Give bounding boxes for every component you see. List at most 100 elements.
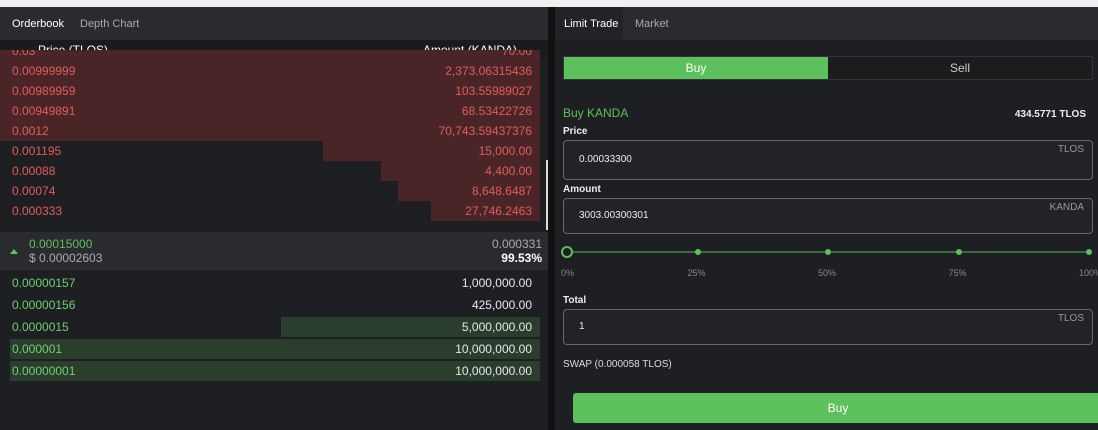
percent: 99.53% (501, 251, 542, 265)
price: 0.00000156 (12, 298, 76, 312)
unit: TLOS (1057, 144, 1084, 155)
label: Amount (563, 184, 601, 195)
slider-label: 100% (1079, 268, 1098, 278)
bid-row: 0.0000015 5,000,000.00 (0, 317, 540, 337)
depth-bar (0, 50, 540, 61)
slider-stop (825, 249, 831, 255)
tab[interactable]: Orderbook (12, 18, 64, 30)
ask-row: 0.00949891 68.53422726 (0, 101, 540, 121)
browser-strip (0, 0, 1098, 7)
right-tabs (555, 7, 1098, 40)
price: 0.00074 (12, 184, 56, 198)
amount: 70,743.59437376 (438, 124, 532, 138)
ask-row: 0.00999999 2,373.06315436 (0, 61, 540, 81)
depth-bar (10, 339, 540, 359)
last-price: 0.00015000 (29, 237, 93, 251)
amount: 4,400.00 (485, 164, 532, 178)
price: 0.00999999 (12, 64, 76, 78)
asks: 0.03 70.00 0.00999999 2,373.06315436 0.00989… (0, 50, 548, 231)
price: 0.001195 (12, 144, 62, 158)
ask-row: 0.00088 4,400.00 (0, 161, 540, 181)
usd-price: $ 0.00002603 (29, 251, 103, 265)
amount: 10,000,000.00 (455, 364, 532, 378)
depth-bar (381, 161, 540, 181)
tab[interactable]: Market (635, 18, 669, 30)
price: 0.0000015 (12, 320, 69, 334)
bid-row: 0.00000001 10,000,000.00 (0, 361, 540, 381)
depth-bar (398, 181, 540, 201)
submit-button[interactable]: Buy (573, 393, 1098, 423)
tab[interactable]: Limit Trade (564, 18, 619, 30)
amount: 27,746.2463 (465, 204, 532, 218)
amount: 68.53422726 (461, 104, 532, 118)
scrollbar (546, 160, 549, 230)
balance: 434.5771 TLOS (1014, 109, 1086, 120)
price: 0.00949891 (12, 104, 76, 118)
amount: 425,000.00 (471, 298, 532, 312)
ask-row: 0.0012 70,743.59437376 (0, 121, 540, 141)
amount: 8,648.6487 (471, 184, 532, 198)
slider-stop (1086, 249, 1092, 255)
ask-row: 0.00074 8,648.6487 (0, 181, 540, 201)
ref-price: 0.000331 (491, 237, 542, 251)
price: 0.03 (12, 50, 36, 58)
price: 0.000001 (12, 342, 63, 356)
price: 0.00000001 (12, 364, 76, 378)
ask-row: 0.00989959 103.55989027 (0, 81, 540, 101)
label: Price (563, 126, 588, 137)
price: 0.000333 (12, 204, 63, 218)
price: 0.00088 (12, 164, 56, 178)
unit: TLOS (1057, 313, 1084, 324)
sell-tab[interactable]: Sell (949, 61, 970, 75)
left-tabs (0, 7, 548, 40)
mid-price (0, 232, 548, 270)
amount: 103.55989027 (455, 84, 532, 98)
unit: KANDA (1049, 202, 1084, 213)
depth-bar (281, 317, 540, 337)
amount: 70.00 (501, 50, 532, 58)
buy-tab[interactable]: Buy (564, 57, 828, 79)
value: 0.00033300 (579, 154, 632, 165)
slider-label: 50% (818, 268, 837, 278)
active-tab (555, 7, 623, 40)
depth-bar (0, 61, 540, 81)
depth-bar (323, 141, 540, 161)
total-input[interactable]: 1 TLOS (563, 309, 1093, 345)
slider-stop (561, 246, 573, 258)
slider-label: 75% (948, 268, 967, 278)
depth-bar (431, 201, 540, 221)
price: 0.0012 (12, 124, 49, 138)
amount: 5,000,000.00 (461, 320, 532, 334)
heading: Buy KANDA (563, 106, 629, 120)
divider (548, 7, 555, 430)
slider-stop (694, 249, 701, 255)
price: 0.00989959 (12, 84, 76, 98)
amount: 15,000.00 (478, 144, 532, 158)
amount: 10,000,000.00 (455, 342, 532, 356)
slider-label: 0% (561, 268, 575, 278)
amount: 1,000,000.00 (461, 276, 532, 290)
label: Total (563, 295, 587, 306)
depth-bar (0, 101, 540, 121)
up-arrow (10, 245, 18, 254)
bid-row: 0.000001 10,000,000.00 (0, 339, 540, 359)
bid-row: 0.00000157 1,000,000.00 (0, 273, 540, 293)
ask-row: 0.03 70.00 (0, 50, 540, 61)
bid-row: 0.00000156 425,000.00 (0, 295, 540, 315)
ask-row: 0.000333 27,746.2463 (0, 201, 540, 221)
slider-label: 25% (687, 268, 706, 278)
slider-stop (955, 249, 962, 255)
depth-bar (0, 121, 540, 141)
price: 0.00000157 (12, 276, 76, 290)
tab[interactable]: Depth Chart (80, 18, 140, 30)
bids: 0.00000157 1,000,000.00 0.00000156 425,000.… (0, 272, 548, 382)
value: 3003.00300301 (579, 210, 649, 221)
price-input[interactable]: 0.00033300 TLOS (563, 140, 1093, 180)
swap: SWAP (0.000058 TLOS) (563, 359, 672, 370)
depth-bar (10, 361, 540, 381)
value: 1 (579, 321, 585, 332)
ask-row: 0.001195 15,000.00 (0, 141, 540, 161)
amount: 2,373.06315436 (445, 64, 532, 78)
amount-input[interactable]: 3003.00300301 KANDA (563, 198, 1093, 234)
